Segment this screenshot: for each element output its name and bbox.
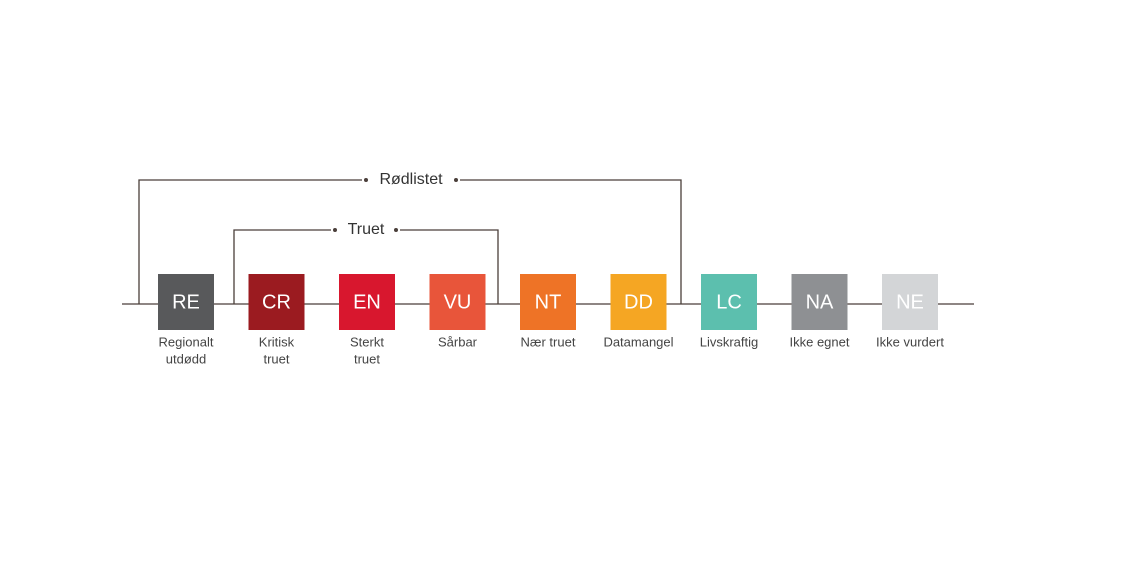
category-box [882, 274, 938, 330]
category-code: LC [716, 291, 742, 313]
bracket-line [233, 229, 499, 304]
category-label: Ikke vurdert [876, 334, 944, 349]
category-label: Regionalt [159, 334, 214, 349]
category-code: RE [172, 291, 200, 313]
category-box [158, 274, 214, 330]
category-code: NE [896, 291, 924, 313]
bracket-dot [394, 228, 398, 232]
bracket-dot [333, 228, 337, 232]
bracket-line [138, 179, 682, 304]
category-box [429, 274, 486, 330]
category-code: NA [806, 291, 834, 313]
bracket-dot [454, 178, 458, 182]
category-code: VU [444, 291, 472, 313]
category-code: DD [624, 291, 653, 313]
category-code: NT [535, 291, 562, 313]
category-code: EN [353, 291, 381, 313]
category-label: Nær truet [521, 334, 576, 349]
category-label: Sterkt [350, 334, 384, 349]
category-box [339, 274, 395, 330]
category-label: Datamangel [603, 334, 673, 349]
category-box [520, 274, 576, 330]
category-label: utdødd [166, 351, 206, 366]
category-label: Livskraftig [700, 334, 759, 349]
bracket-label: Truet [348, 221, 385, 238]
category-label: Ikke egnet [790, 334, 850, 349]
category-box [791, 274, 848, 330]
category-box [610, 274, 667, 330]
category-label: Sårbar [438, 334, 478, 349]
category-code: CR [262, 291, 291, 313]
category-label: truet [263, 351, 289, 366]
category-box [701, 274, 757, 330]
bracket-label: Rødlistet [379, 171, 443, 188]
category-label: truet [354, 351, 380, 366]
category-label: Kritisk [259, 334, 295, 349]
bracket-dot [364, 178, 368, 182]
category-box [248, 274, 305, 330]
